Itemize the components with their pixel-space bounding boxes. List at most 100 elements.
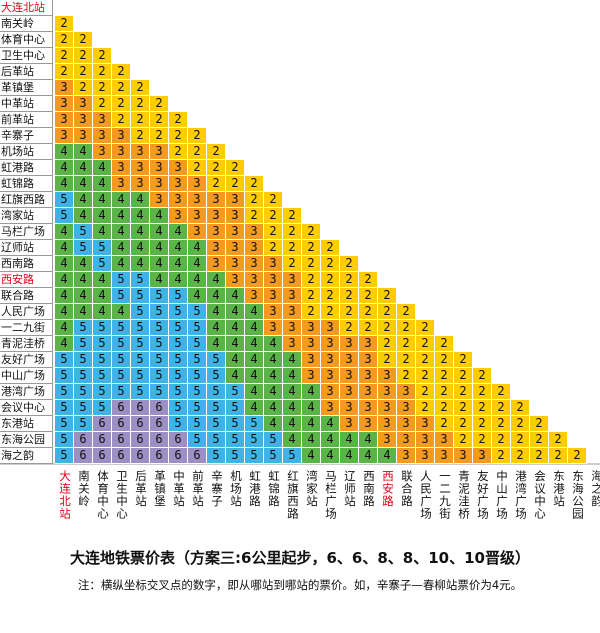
column-label-station: 一二九街 <box>438 470 452 520</box>
fare-cell: 5 <box>112 384 131 400</box>
fare-cell: 2 <box>74 32 93 48</box>
fare-cell: 4 <box>283 400 302 416</box>
row-label-station: 辽师站 <box>0 240 53 256</box>
fare-cell: 2 <box>359 288 378 304</box>
fare-cell: 5 <box>188 336 207 352</box>
fare-cell: 4 <box>245 320 264 336</box>
fare-cell: 3 <box>283 336 302 352</box>
fare-cell: 3 <box>416 432 435 448</box>
fare-cell: 2 <box>169 112 188 128</box>
row-label-station: 海之韵 <box>0 448 53 464</box>
fare-cell: 5 <box>93 240 112 256</box>
fare-cell: 2 <box>283 208 302 224</box>
fare-cell: 2 <box>264 240 283 256</box>
fare-cell: 5 <box>74 416 93 432</box>
fare-cell: 2 <box>302 272 321 288</box>
fare-cell: 2 <box>302 256 321 272</box>
fare-cell: 3 <box>226 256 245 272</box>
fare-cell: 3 <box>435 448 454 464</box>
fare-cell: 2 <box>454 432 473 448</box>
fare-cell: 2 <box>473 432 492 448</box>
fare-cell: 2 <box>55 32 74 48</box>
fare-cell: 2 <box>492 384 511 400</box>
fare-cell: 2 <box>112 112 131 128</box>
fare-cell: 2 <box>378 288 397 304</box>
fare-cell: 4 <box>74 208 93 224</box>
fare-cell: 2 <box>435 352 454 368</box>
fare-cell: 3 <box>131 176 150 192</box>
fare-cell: 4 <box>131 224 150 240</box>
row-label-station: 辛寨子 <box>0 128 53 144</box>
fare-cell: 4 <box>245 352 264 368</box>
fare-cell: 3 <box>188 192 207 208</box>
fare-cell: 6 <box>93 448 112 464</box>
fare-cell: 3 <box>359 352 378 368</box>
fare-cell: 2 <box>416 352 435 368</box>
fare-cell: 2 <box>378 320 397 336</box>
fare-cell: 3 <box>112 160 131 176</box>
fare-cell: 4 <box>264 416 283 432</box>
fare-cell: 2 <box>245 192 264 208</box>
fare-cell: 2 <box>150 112 169 128</box>
fare-cell: 2 <box>549 448 568 464</box>
fare-cell: 5 <box>150 384 169 400</box>
fare-cell: 3 <box>340 368 359 384</box>
fare-cell: 3 <box>340 336 359 352</box>
fare-cell: 3 <box>321 400 340 416</box>
row-label-station: 卫生中心 <box>0 48 53 64</box>
fare-cell: 4 <box>150 272 169 288</box>
fare-cell: 3 <box>245 224 264 240</box>
row-label-station: 西南路 <box>0 256 53 272</box>
column-label-station: 青泥洼桥 <box>457 470 471 520</box>
fare-cell: 2 <box>492 432 511 448</box>
fare-cell: 6 <box>112 448 131 464</box>
fare-cell: 2 <box>283 240 302 256</box>
fare-cell: 4 <box>302 448 321 464</box>
fare-cell: 4 <box>55 160 74 176</box>
fare-cell: 4 <box>378 448 397 464</box>
fare-cell: 3 <box>340 352 359 368</box>
fare-cell: 4 <box>226 352 245 368</box>
fare-cell: 4 <box>112 240 131 256</box>
fare-cell: 3 <box>283 304 302 320</box>
fare-cell: 4 <box>302 416 321 432</box>
fare-cell: 2 <box>150 128 169 144</box>
fare-cell: 5 <box>131 320 150 336</box>
fare-cell: 5 <box>131 272 150 288</box>
fare-cell: 4 <box>340 448 359 464</box>
fare-cell: 3 <box>245 272 264 288</box>
fare-cell: 3 <box>55 96 74 112</box>
chart-note: 注：横纵坐标交叉点的数字，即从哪站到哪站的票价。如，辛寨子—春柳站票价为4元。 <box>77 578 523 592</box>
fare-cell: 5 <box>207 416 226 432</box>
fare-cell: 4 <box>112 224 131 240</box>
fare-cell: 2 <box>530 432 549 448</box>
fare-cell: 4 <box>226 304 245 320</box>
fare-cell: 4 <box>321 416 340 432</box>
row-label-station: 人民广场 <box>0 304 53 320</box>
fare-cell: 3 <box>340 400 359 416</box>
fare-cell: 4 <box>207 288 226 304</box>
fare-cell: 3 <box>359 384 378 400</box>
fare-cell: 5 <box>55 208 74 224</box>
fare-cell: 2 <box>74 80 93 96</box>
row-label-station: 会议中心 <box>0 400 53 416</box>
fare-cell: 4 <box>131 240 150 256</box>
fare-cell: 4 <box>112 304 131 320</box>
row-label-station: 联合路 <box>0 288 53 304</box>
fare-cell: 3 <box>378 368 397 384</box>
fare-cell: 2 <box>321 256 340 272</box>
fare-cell: 4 <box>93 192 112 208</box>
fare-cell: 2 <box>549 432 568 448</box>
fare-cell: 3 <box>169 192 188 208</box>
fare-cell: 3 <box>264 304 283 320</box>
fare-cell: 2 <box>397 304 416 320</box>
fare-cell: 4 <box>169 240 188 256</box>
fare-cell: 2 <box>207 176 226 192</box>
fare-cell: 5 <box>188 352 207 368</box>
column-label-station: 中山广场 <box>495 470 509 520</box>
fare-cell: 3 <box>340 384 359 400</box>
fare-cell: 3 <box>378 384 397 400</box>
fare-cell: 2 <box>340 320 359 336</box>
fare-cell: 2 <box>397 352 416 368</box>
fare-cell: 6 <box>131 400 150 416</box>
